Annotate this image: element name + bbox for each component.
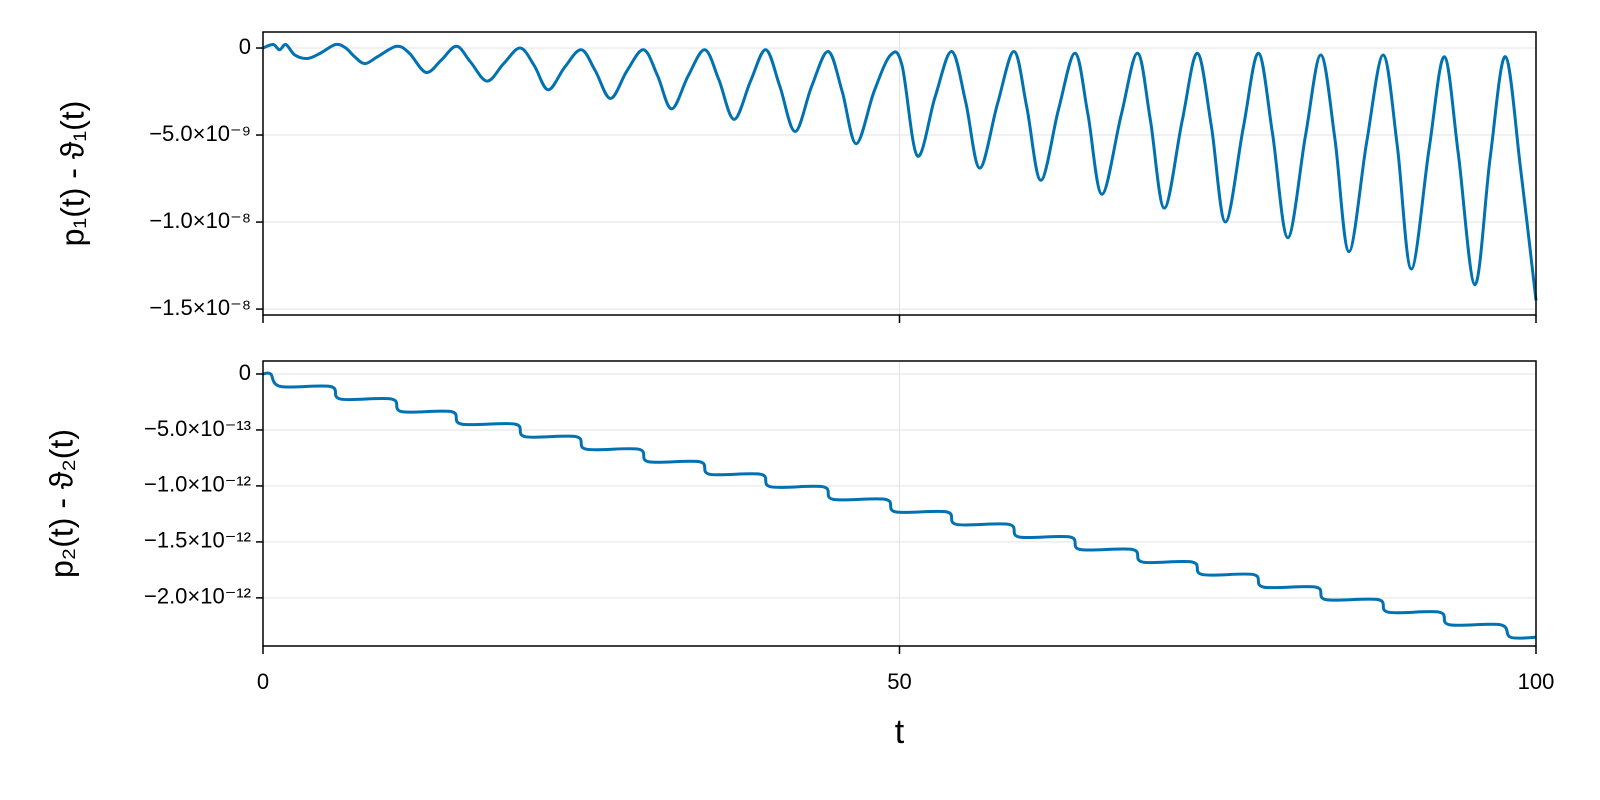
y-tick-label: −5.0×10⁻⁹ xyxy=(149,121,251,146)
y-tick-label: 0 xyxy=(239,360,251,385)
y-axis-label: p₂(t) - ϑ₂(t) xyxy=(43,429,79,578)
x-tick-label: 0 xyxy=(257,669,269,694)
x-tick-label: 50 xyxy=(887,669,911,694)
y-tick-label: −1.0×10⁻¹² xyxy=(144,472,251,497)
y-axis-label: p₁(t) - ϑ₁(t) xyxy=(54,101,90,247)
y-tick-label: −1.5×10⁻⁸ xyxy=(149,295,251,320)
x-tick-label: 100 xyxy=(1518,669,1555,694)
y-tick-label: −1.5×10⁻¹² xyxy=(144,528,251,553)
y-tick-label: −5.0×10⁻¹³ xyxy=(144,416,251,441)
y-tick-label: 0 xyxy=(239,34,251,59)
y-tick-label: −1.0×10⁻⁸ xyxy=(149,208,251,233)
plot-frame xyxy=(262,31,1537,316)
x-axis-label: t xyxy=(895,713,905,751)
plot-frame xyxy=(262,360,1537,647)
data-line xyxy=(262,42,1538,301)
y-tick-label: −2.0×10⁻¹² xyxy=(144,584,251,609)
data-line xyxy=(262,371,1537,640)
